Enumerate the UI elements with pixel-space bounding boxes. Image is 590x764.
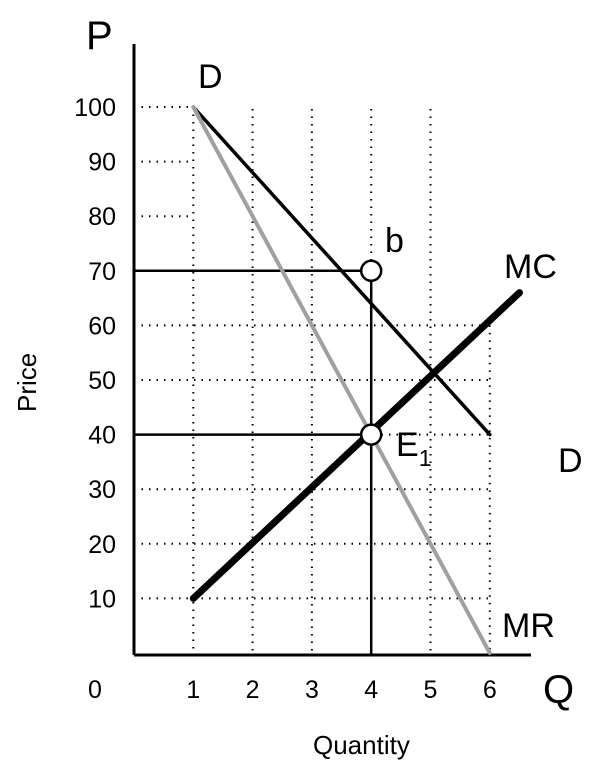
series [189, 105, 523, 655]
origin-label: 0 [88, 676, 102, 704]
y-tick-labels: 10 20 30 40 50 60 70 80 90 100 [74, 94, 116, 613]
x-tick-label-6: 6 [483, 676, 497, 704]
point-marker-e1 [359, 423, 383, 446]
y-tick-label-60: 60 [88, 312, 116, 340]
y-tick-label-70: 70 [88, 258, 116, 286]
y-axis-letter: P [86, 14, 113, 58]
series-line-mr [191, 105, 492, 655]
y-axis-title: Price [12, 353, 42, 412]
x-tick-label-5: 5 [424, 676, 438, 704]
x-tick-label-3: 3 [305, 676, 319, 704]
point-marker-b [359, 259, 383, 283]
series-line-d [191, 105, 492, 437]
y-tick-label-10: 10 [88, 585, 116, 613]
x-tick-label-2: 2 [246, 676, 260, 704]
y-tick-label-20: 20 [88, 531, 116, 559]
y-tick-label-100: 100 [74, 94, 116, 122]
x-axis-letter: Q [543, 668, 574, 712]
point-e1-sub: 1 [419, 445, 432, 471]
price-quantity-guides [134, 269, 373, 655]
demand-label-start: D [198, 58, 223, 96]
demand-label-end: D [558, 442, 583, 480]
point-e1-label: E1 [396, 426, 431, 471]
points [359, 259, 383, 446]
series-line-mc [189, 289, 523, 602]
grid [134, 106, 491, 655]
y-tick-label-50: 50 [88, 367, 116, 395]
y-tick-label-90: 90 [88, 149, 116, 177]
x-tick-labels: 1 2 3 4 5 6 [186, 676, 496, 704]
y-tick-label-30: 30 [88, 476, 116, 504]
point-b-label: b [385, 222, 404, 260]
y-tick-label-40: 40 [88, 422, 116, 450]
x-axis-title: Quantity [313, 730, 410, 760]
mc-label: MC [504, 248, 557, 286]
x-tick-label-4: 4 [364, 676, 378, 704]
y-tick-label-80: 80 [88, 203, 116, 231]
axes [132, 44, 531, 657]
point-e1-main: E [396, 426, 419, 464]
x-tick-label-1: 1 [186, 676, 200, 704]
mr-label: MR [502, 607, 555, 645]
